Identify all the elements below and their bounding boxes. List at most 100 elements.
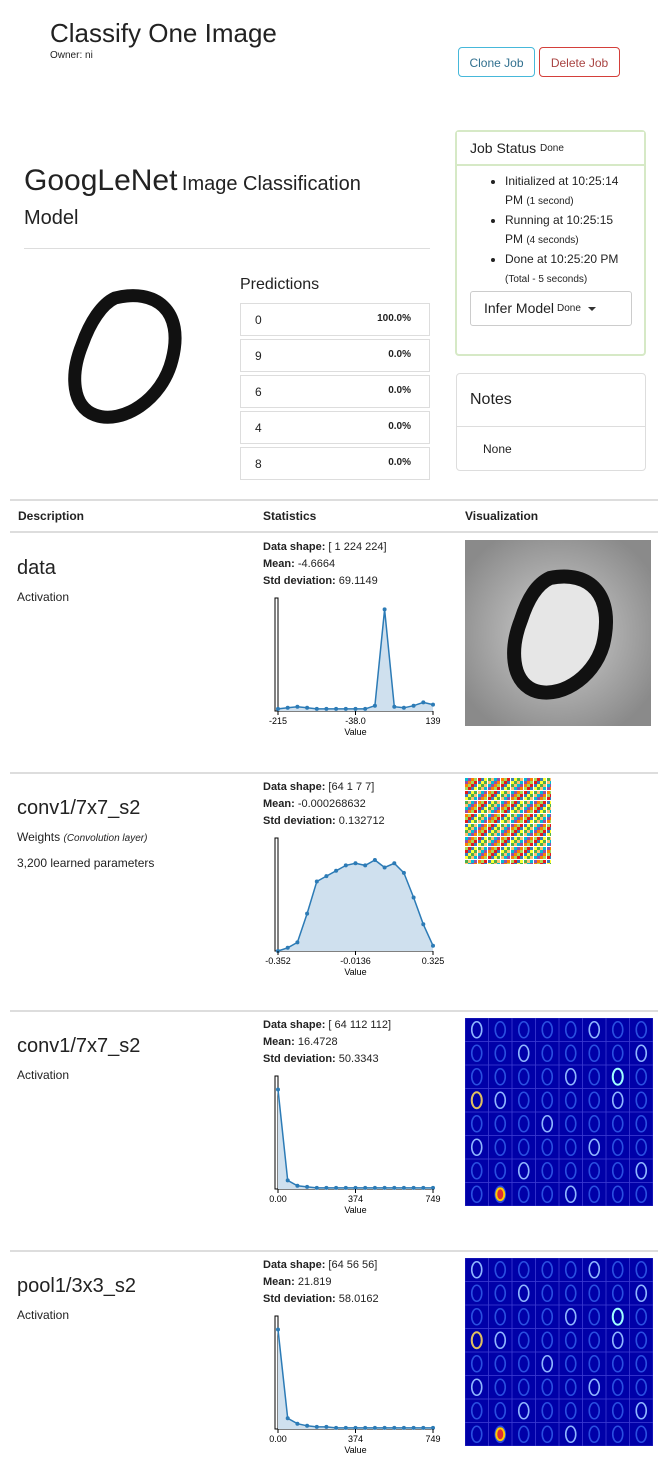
histogram-point: [314, 1185, 319, 1190]
histogram-point: [372, 858, 377, 862]
x-tick-label: 374: [348, 1194, 363, 1204]
data-shape: Data shape: [64 1 7 7]: [263, 781, 375, 793]
prediction-label: 9: [255, 349, 262, 363]
layer-visualization: [465, 1018, 653, 1206]
y-axis: [274, 1315, 279, 1430]
data-shape-value: [ 64 112 112]: [328, 1019, 392, 1031]
histogram-point: [285, 705, 290, 710]
infer-model-label: Infer Model: [484, 300, 555, 316]
histogram-point: [276, 1087, 280, 1092]
histogram-point: [305, 911, 310, 916]
layer-stats: Data shape: [ 64 112 112] Mean: 16.4728 St…: [263, 1017, 391, 1068]
model-subtitle-2: Model: [24, 207, 79, 229]
histogram-point: [363, 863, 368, 868]
x-axis-label: Value: [344, 1205, 366, 1215]
histogram-point: [382, 1425, 387, 1430]
x-tick-label: 0.00: [269, 1194, 287, 1204]
y-axis: [274, 597, 279, 712]
layer-kind: Activation: [17, 1308, 69, 1322]
std-deviation: Std deviation: 58.0162: [263, 1293, 379, 1305]
histogram-area: [278, 1329, 433, 1429]
histogram-point: [421, 922, 426, 927]
histogram-area: [278, 609, 433, 711]
histogram-point: [411, 895, 416, 900]
histogram-point: [372, 703, 377, 708]
mean-value: 21.819: [297, 1276, 332, 1288]
prediction-row: 0 100.0%: [240, 303, 430, 336]
clone-job-button[interactable]: Clone Job: [458, 47, 535, 77]
data-shape: Data shape: [64 56 56]: [263, 1259, 378, 1271]
prediction-percent: 100.0%: [377, 313, 411, 324]
histogram-point: [431, 1185, 435, 1190]
layer-kind-text: Weights: [17, 830, 61, 844]
histogram-point: [343, 706, 348, 711]
histogram-point: [363, 1185, 368, 1190]
data-shape-value: [64 56 56]: [328, 1259, 378, 1271]
mean: Mean: 21.819: [263, 1276, 332, 1288]
caret-down-icon: [588, 307, 596, 311]
histogram-point: [421, 1185, 426, 1190]
data-shape-value: [64 1 7 7]: [328, 781, 375, 793]
prediction-percent: 0.0%: [388, 421, 411, 432]
histogram-point: [334, 706, 339, 711]
histogram-area: [278, 860, 433, 951]
histogram-point: [324, 706, 329, 711]
histogram-line: [277, 1089, 433, 1189]
job-status-item: Running at 10:25:15 PM (4 seconds): [505, 211, 665, 250]
histogram-point: [372, 1185, 377, 1190]
layer-name: conv1/7x7_s2: [17, 797, 141, 819]
row-divider: [10, 772, 658, 774]
histogram-point: [401, 705, 406, 710]
prediction-percent: 0.0%: [388, 349, 411, 360]
prediction-label: 4: [255, 421, 262, 435]
job-status-state: Done: [540, 143, 564, 154]
histogram-point: [324, 874, 329, 879]
page-title: Classify One Image: [50, 18, 277, 48]
histogram-point: [353, 706, 358, 711]
data-shape: Data shape: [ 64 112 112]: [263, 1019, 392, 1031]
layer-kind: Activation: [17, 1068, 69, 1082]
histogram-point: [363, 1425, 368, 1430]
histogram-point: [334, 1185, 339, 1190]
layer-visualization: [465, 1258, 653, 1446]
prediction-row: 8 0.0%: [240, 447, 430, 480]
std-deviation: Std deviation: 0.132712: [263, 815, 385, 827]
notes-body: None: [483, 442, 512, 456]
histogram-point: [372, 1425, 377, 1430]
x-tick-label: 0.325: [422, 956, 445, 966]
mean-value: 16.4728: [297, 1036, 338, 1048]
layer-visualization: [465, 540, 651, 726]
histogram: 0.00 374 749 Value: [269, 1315, 441, 1455]
y-axis: [274, 837, 279, 952]
layer-visualization: [465, 778, 551, 864]
histogram-point: [411, 703, 416, 708]
layer-kind-text: Activation: [17, 1308, 70, 1322]
histogram: 0.00 374 749 Value: [269, 1075, 441, 1215]
x-tick-label: -0.0136: [340, 956, 371, 966]
row-divider: [10, 1010, 658, 1012]
x-tick-label: 0.00: [269, 1434, 287, 1444]
infer-model-dropdown[interactable]: Infer Model Done: [470, 291, 632, 326]
histogram-point: [314, 879, 319, 884]
histogram-point: [401, 1185, 406, 1190]
histogram-line: [277, 1329, 433, 1429]
histogram-point: [295, 1421, 300, 1426]
histogram-point: [421, 700, 426, 705]
job-status-item-note: (4 seconds): [526, 235, 579, 246]
histogram-point: [431, 1425, 435, 1430]
model-title: GoogLeNet Image Classification: [24, 164, 434, 198]
histogram-line: [277, 609, 434, 710]
x-tick-label: 749: [425, 1434, 440, 1444]
job-status-item: Done at 10:25:20 PM (Total - 5 seconds): [505, 250, 665, 289]
data-shape-value: [ 1 224 224]: [328, 541, 387, 553]
histogram-point: [305, 1423, 310, 1428]
job-status-item-note: (1 second): [526, 196, 574, 207]
job-status-item: Initialized at 10:25:14 PM (1 second): [505, 172, 665, 211]
job-status-title: Job Status: [470, 140, 537, 156]
histogram-point: [401, 870, 406, 875]
histogram-point: [343, 1185, 348, 1190]
delete-job-button[interactable]: Delete Job: [539, 47, 620, 77]
histogram-point: [295, 940, 300, 945]
histogram-point: [431, 702, 435, 707]
table-top-border: [10, 499, 658, 501]
